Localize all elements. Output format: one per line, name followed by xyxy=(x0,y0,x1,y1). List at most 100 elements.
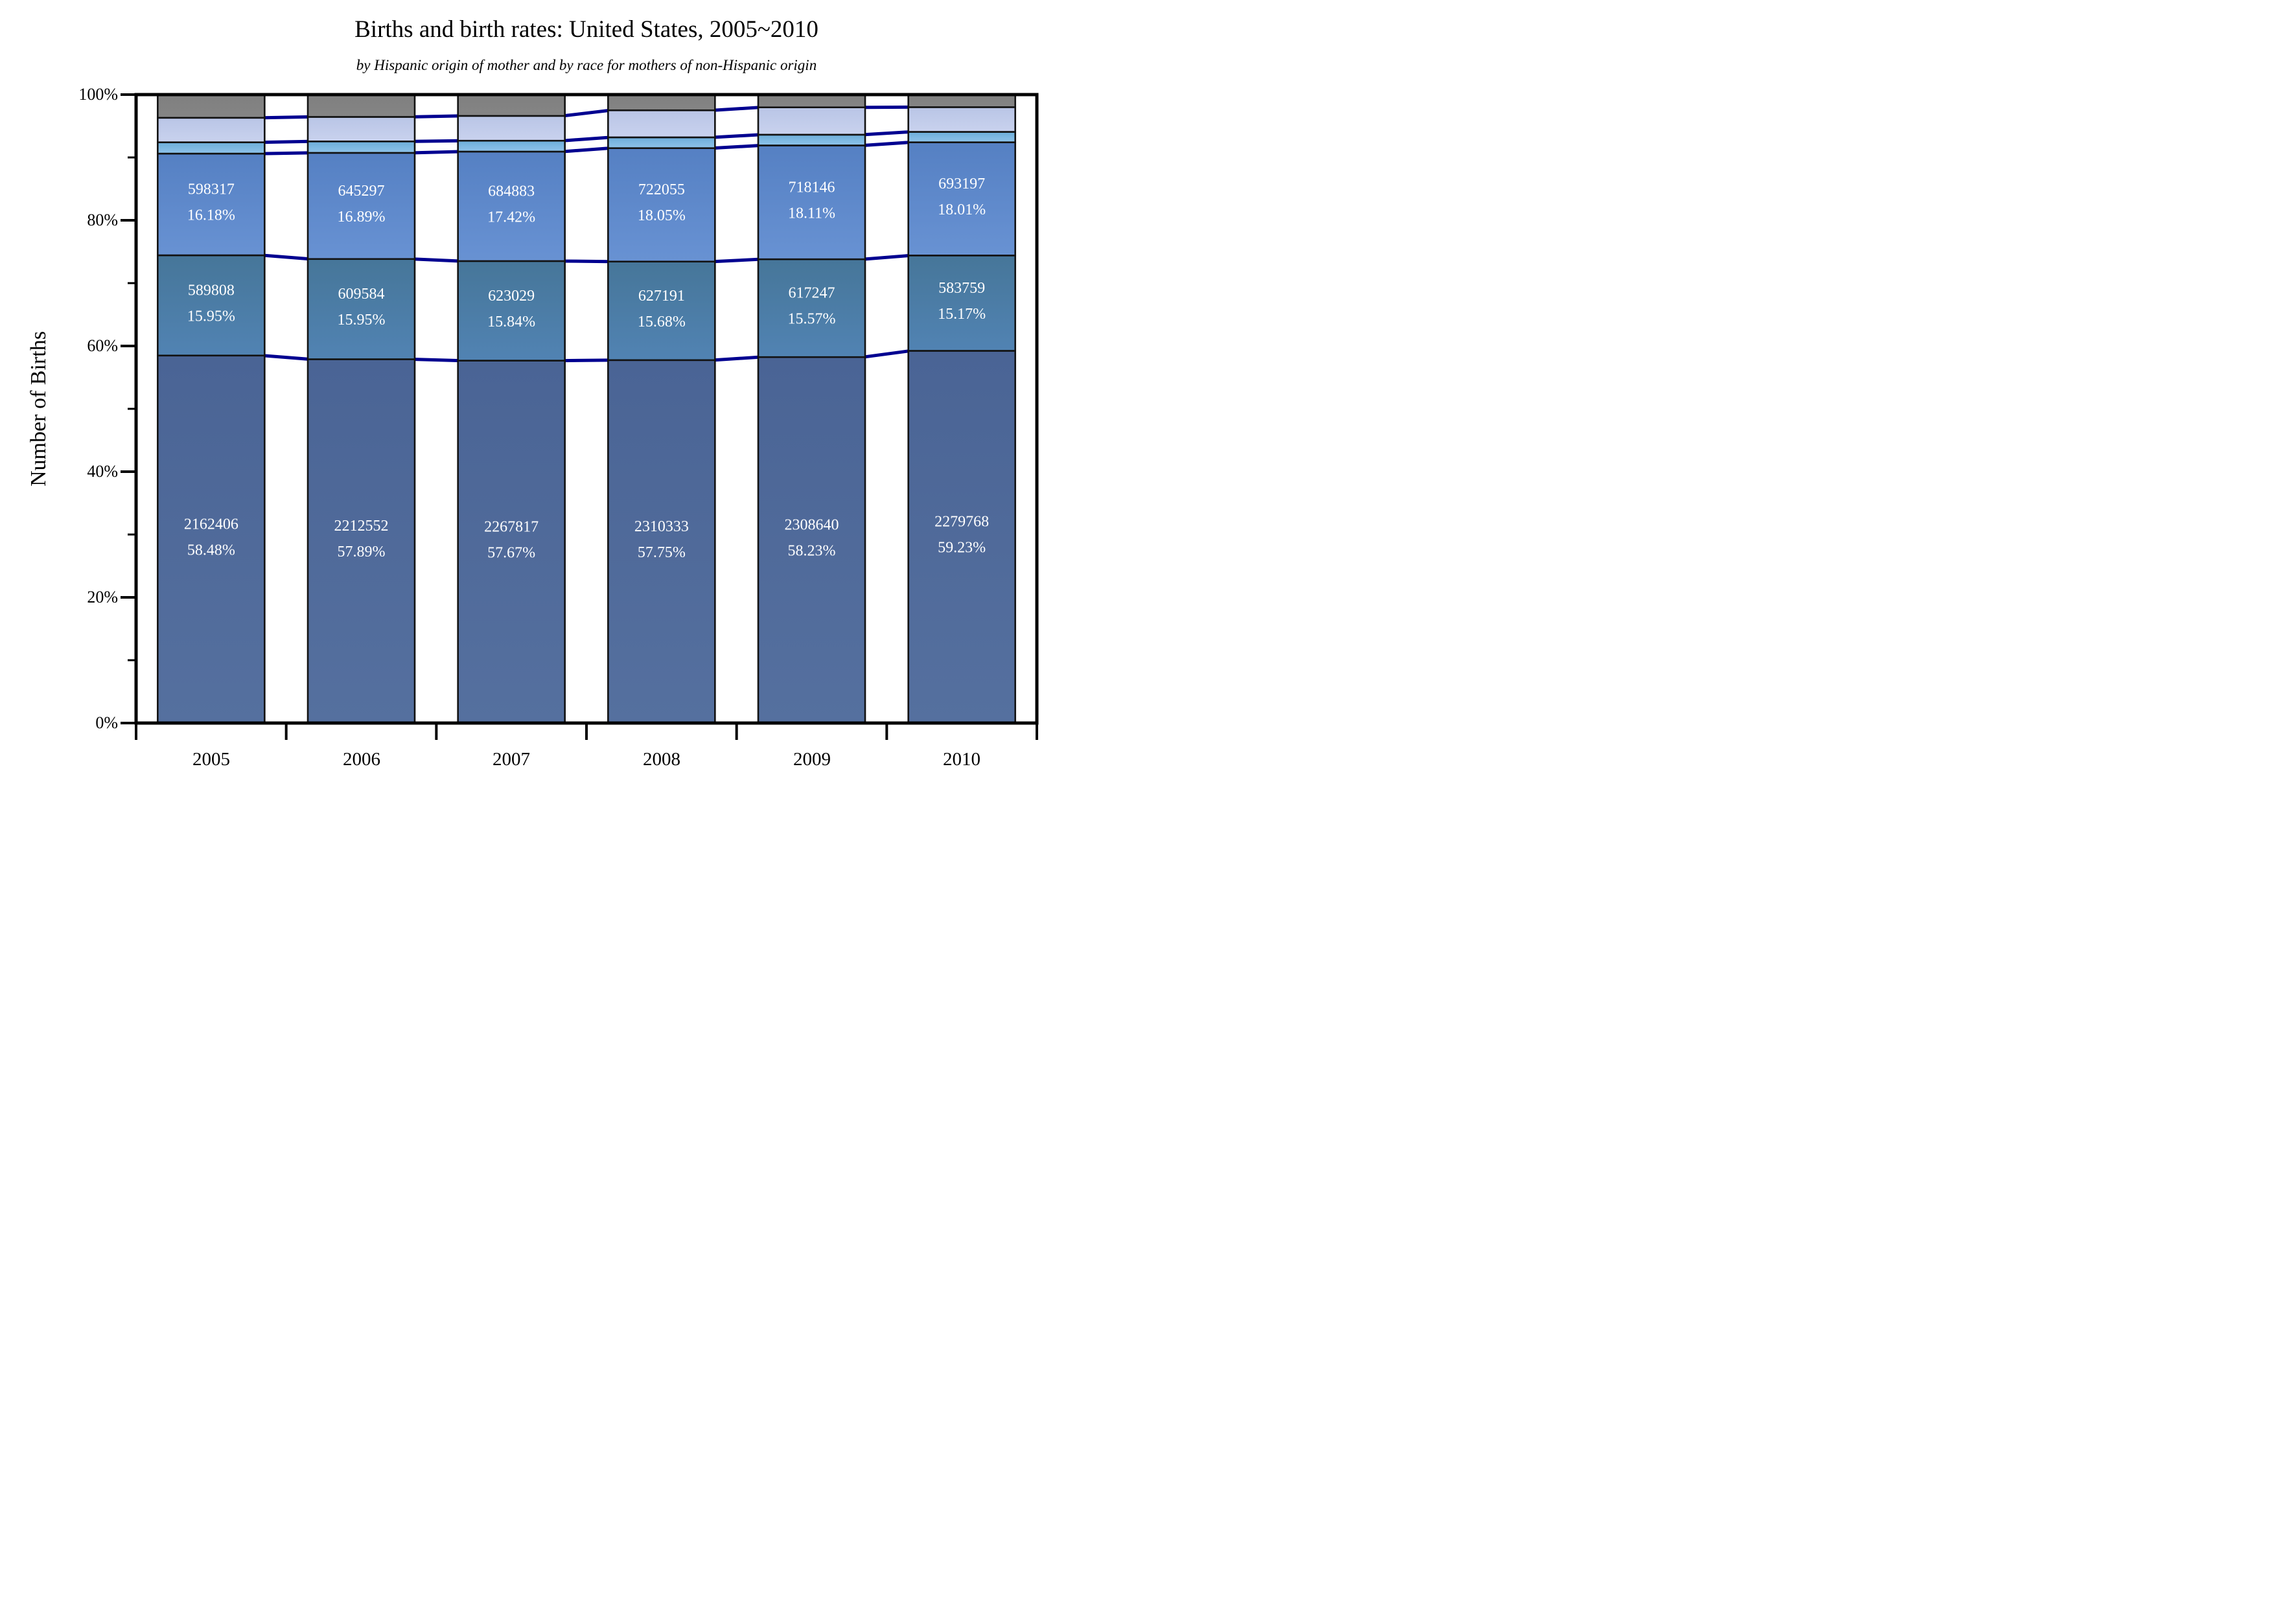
x-tick-label-2010: 2010 xyxy=(943,749,980,770)
connector-line xyxy=(713,355,761,362)
y-tick-label-100: 100% xyxy=(78,85,118,104)
bar-count-label: 2279768 xyxy=(934,514,989,531)
bar-percent-label: 59.23% xyxy=(938,540,986,557)
bar-count-label: 2310333 xyxy=(634,518,689,535)
connector-line xyxy=(863,141,910,147)
bar-percent-label: 18.01% xyxy=(938,201,986,218)
bar-segment-steel-blue-2007 xyxy=(457,260,566,362)
bar-percent-label: 17.42% xyxy=(487,209,535,225)
y-tick-label-0: 0% xyxy=(95,713,118,732)
bar-count-label: 693197 xyxy=(938,176,985,192)
connector-line xyxy=(262,139,310,144)
bar-count-label: 617247 xyxy=(789,285,835,302)
bar-segment-lavender-2010 xyxy=(907,106,1016,133)
bar-count-label: 609584 xyxy=(338,286,385,303)
bar-percent-label: 18.11% xyxy=(788,205,835,222)
bar-percent-label: 15.57% xyxy=(788,311,836,328)
bar-segment-dark-slate-blue-2006 xyxy=(307,358,416,724)
connector-line xyxy=(262,151,310,155)
bar-segment-sky-blue-2009 xyxy=(757,133,866,146)
connector-line xyxy=(412,114,460,119)
bar-segment-sky-blue-2007 xyxy=(457,139,566,153)
bar-percent-label: 15.17% xyxy=(938,306,986,323)
bar-segment-medium-blue-2005 xyxy=(157,152,266,257)
bar-count-label: 2267817 xyxy=(484,518,539,535)
connector-line xyxy=(562,135,610,143)
connector-line xyxy=(713,106,761,112)
y-tick-label-20: 20% xyxy=(87,588,118,606)
bar-count-label: 645297 xyxy=(338,183,385,200)
bar-segment-sky-blue-2008 xyxy=(607,136,716,149)
chart-subtitle: by Hispanic origin of mother and by race… xyxy=(356,57,817,73)
x-tick-label-2005: 2005 xyxy=(192,749,230,770)
bar-segment-dark-slate-blue-2010 xyxy=(907,350,1016,724)
bar-percent-label: 15.95% xyxy=(338,312,386,328)
bar-count-label: 2212552 xyxy=(334,518,389,535)
connector-line xyxy=(262,354,310,361)
bar-count-label: 623029 xyxy=(488,288,535,305)
chart: Births and birth rates: United States, 2… xyxy=(0,0,1148,800)
bar-segment-steel-blue-2009 xyxy=(757,258,866,358)
chart-title: Births and birth rates: United States, 2… xyxy=(354,16,818,43)
bar-segment-dark-slate-blue-2008 xyxy=(607,359,716,724)
bar-percent-label: 57.67% xyxy=(487,544,535,561)
bar-segment-sky-blue-2010 xyxy=(907,131,1016,143)
bar-segment-steel-blue-2010 xyxy=(907,255,1016,352)
bar-segment-sky-blue-2006 xyxy=(307,140,416,154)
bar-percent-label: 16.18% xyxy=(187,207,235,224)
bar-segment-medium-blue-2007 xyxy=(457,150,566,262)
connector-line xyxy=(562,259,610,264)
y-tick-label-40: 40% xyxy=(87,462,118,481)
connector-line xyxy=(713,257,761,264)
bar-percent-label: 16.89% xyxy=(338,209,386,225)
bar-count-label: 2162406 xyxy=(184,516,238,533)
bar-count-label: 718146 xyxy=(789,179,835,196)
bar-segment-gray-2009 xyxy=(757,93,866,108)
bar-percent-label: 58.48% xyxy=(187,542,235,558)
connector-line xyxy=(562,146,610,154)
bar-segment-steel-blue-2008 xyxy=(607,260,716,362)
bar-percent-label: 57.89% xyxy=(338,544,386,560)
x-tick-label-2008: 2008 xyxy=(643,749,680,770)
x-tick-label-2009: 2009 xyxy=(793,749,831,770)
connector-line xyxy=(412,357,460,363)
connector-line xyxy=(412,150,460,155)
bar-percent-label: 15.95% xyxy=(187,308,235,325)
bar-segment-lavender-2005 xyxy=(157,117,266,143)
bar-percent-label: 18.05% xyxy=(638,207,686,224)
bar-segment-steel-blue-2006 xyxy=(307,258,416,360)
bar-count-label: 627191 xyxy=(638,288,685,305)
connector-line xyxy=(863,253,910,261)
bar-segment-dark-slate-blue-2007 xyxy=(457,360,566,724)
connector-line xyxy=(262,253,310,261)
connector-line xyxy=(713,133,761,139)
bar-count-label: 722055 xyxy=(638,181,685,198)
bar-segment-gray-2007 xyxy=(457,93,566,117)
connector-line xyxy=(863,130,910,137)
bar-segment-dark-slate-blue-2005 xyxy=(157,354,266,724)
bar-count-label: 583759 xyxy=(938,280,985,297)
bar-segment-medium-blue-2009 xyxy=(757,144,866,260)
bar-segment-lavender-2007 xyxy=(457,115,566,142)
connector-line xyxy=(412,257,460,263)
x-tick-label-2006: 2006 xyxy=(343,749,380,770)
bar-segment-steel-blue-2005 xyxy=(157,254,266,357)
bar-count-label: 2308640 xyxy=(785,517,839,534)
connector-line xyxy=(863,349,910,359)
bar-segment-gray-2010 xyxy=(907,93,1016,108)
connector-line xyxy=(562,358,610,363)
bar-segment-sky-blue-2005 xyxy=(157,141,266,155)
y-tick-label-60: 60% xyxy=(87,336,118,355)
bar-percent-label: 57.75% xyxy=(638,544,686,561)
plot-area: 2162406 58.48% 589808 15.95% 598317 16.18% 221… xyxy=(121,93,1039,740)
bar-segment-medium-blue-2006 xyxy=(307,152,416,260)
bar-segment-medium-blue-2010 xyxy=(907,141,1016,257)
bar-segment-medium-blue-2008 xyxy=(607,147,716,263)
bar-count-label: 589808 xyxy=(188,282,235,299)
bar-percent-label: 15.84% xyxy=(487,314,535,330)
connector-line xyxy=(713,143,761,150)
connector-line xyxy=(562,108,610,118)
bar-segment-gray-2006 xyxy=(307,93,416,118)
bar-segment-lavender-2006 xyxy=(307,116,416,143)
bar-segment-gray-2008 xyxy=(607,93,716,111)
